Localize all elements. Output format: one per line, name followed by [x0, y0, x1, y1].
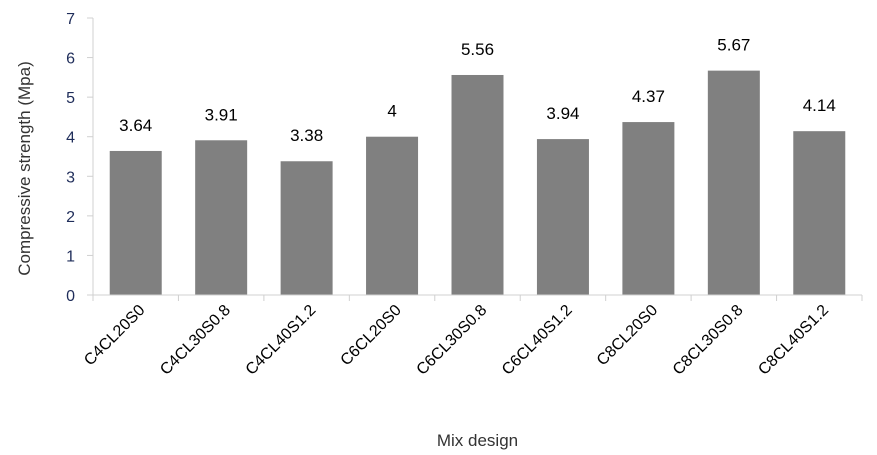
bar-value-label: 3.94: [546, 104, 579, 123]
bar: [366, 136, 419, 295]
bar-value-label: 3.91: [205, 105, 238, 124]
bar: [109, 150, 162, 295]
y-tick-label: 2: [66, 209, 75, 226]
bar: [280, 161, 333, 295]
y-tick-label: 4: [66, 130, 75, 147]
x-axis-title: Mix design: [437, 431, 518, 450]
x-tick-label: C8CL40S1.2: [755, 302, 832, 379]
bar-value-label: 3.38: [290, 126, 323, 145]
bars: [109, 70, 846, 296]
x-tick-label: C4CL30S0.8: [157, 302, 234, 379]
x-tick-label: C6CL30S0.8: [414, 302, 491, 379]
bar-value-label: 4.37: [632, 87, 665, 106]
y-tick-label: 3: [66, 169, 75, 186]
bar: [451, 74, 504, 296]
y-tick-label: 1: [66, 248, 75, 265]
x-tick-label: C8CL20S0: [594, 302, 661, 369]
x-axis-ticks: C4CL20S0 C4CL30S0.8 C4CL40S1.2 C6CL20S0 C6CL…: [81, 295, 863, 379]
y-tick-label: 6: [66, 51, 75, 68]
bar: [707, 70, 760, 295]
y-tick-label: 7: [66, 11, 75, 28]
bar: [536, 139, 589, 295]
bar: [793, 131, 846, 295]
bar: [195, 140, 248, 295]
bar-value-label: 3.64: [119, 116, 152, 135]
y-axis-title: Compressive strength (Mpa): [15, 61, 34, 275]
bar-value-label: 5.67: [717, 36, 750, 55]
bar-value-label: 4.14: [803, 96, 836, 115]
x-tick-label: C8CL30S0.8: [670, 302, 747, 379]
y-axis-ticks: 0 1 2 3 4 5 6 7: [66, 11, 93, 305]
data-labels: 3.64 3.91 3.38 4 5.56 3.94 4.37 5.67 4.14: [119, 36, 836, 146]
x-tick-label: C4CL40S1.2: [243, 302, 320, 379]
x-tick-label: C6CL40S1.2: [499, 302, 576, 379]
x-tick-label: C4CL20S0: [81, 302, 148, 369]
y-tick-label: 0: [66, 288, 75, 305]
bar-value-label: 4: [387, 102, 396, 121]
y-tick-label: 5: [66, 90, 75, 107]
bar: [622, 122, 675, 295]
bar-value-label: 5.56: [461, 40, 494, 59]
x-tick-label: C6CL20S0: [338, 302, 405, 369]
